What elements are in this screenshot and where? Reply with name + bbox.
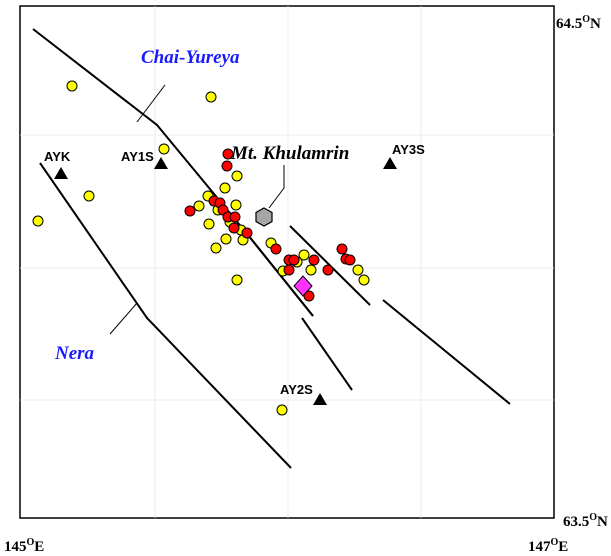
coord-bottom-right-lon: 147OE	[528, 537, 568, 555]
event-point	[309, 255, 319, 265]
event-point	[232, 275, 242, 285]
event-point	[229, 223, 239, 233]
coord-top-right: 64.5ON	[556, 14, 601, 32]
event-point	[271, 244, 281, 254]
event-point	[277, 405, 287, 415]
event-point	[206, 92, 216, 102]
event-point	[211, 243, 221, 253]
event-point	[345, 255, 355, 265]
event-point	[359, 275, 369, 285]
event-point	[220, 183, 230, 193]
station-label-ay2s: AY2S	[280, 382, 313, 397]
event-point	[306, 265, 316, 275]
event-point	[230, 212, 240, 222]
event-point	[231, 200, 241, 210]
coord-bottom-right-lat: 63.5ON	[563, 512, 608, 530]
coord-bottom-left-lon: 145OE	[4, 537, 44, 555]
fault-label-nera: Nera	[54, 343, 95, 364]
event-point	[159, 144, 169, 154]
event-point	[221, 234, 231, 244]
event-point	[204, 219, 214, 229]
event-point	[284, 265, 294, 275]
station-label-ay3s: AY3S	[392, 142, 425, 157]
volcano-label: Mt. Khulamrin	[230, 143, 349, 164]
event-point	[353, 265, 363, 275]
event-point	[185, 206, 195, 216]
event-point	[84, 191, 94, 201]
event-point	[232, 171, 242, 181]
event-point	[337, 244, 347, 254]
event-point	[33, 216, 43, 226]
volcano-icon	[256, 208, 272, 226]
fault-label-chai-yureya: Chai-Yureya	[141, 47, 240, 68]
event-point	[289, 255, 299, 265]
event-point	[323, 265, 333, 275]
event-point	[194, 201, 204, 211]
event-point	[242, 228, 252, 238]
event-point	[67, 81, 77, 91]
station-label-ayk: AYK	[44, 149, 71, 164]
station-label-ay1s: AY1S	[121, 149, 154, 164]
